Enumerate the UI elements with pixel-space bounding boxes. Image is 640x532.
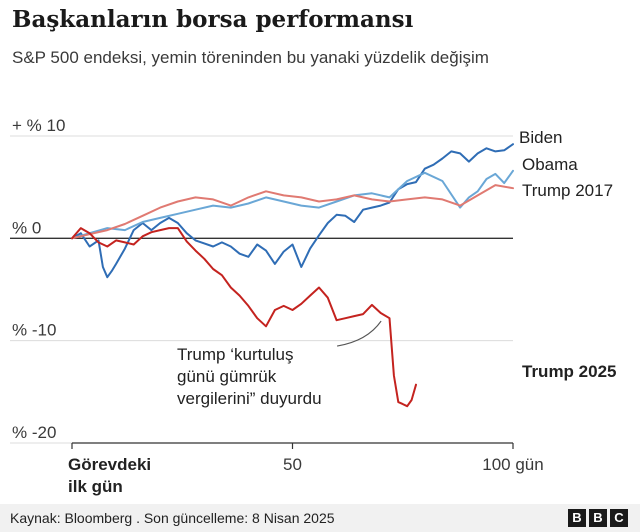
chart-title: Başkanların borsa performansı <box>12 6 414 33</box>
chart-subtitle: S&P 500 endeksi, yemin töreninden bu yan… <box>12 48 489 67</box>
x-tick-label: 50 <box>283 455 302 474</box>
series-label: Trump 2017 <box>522 181 613 200</box>
x-tick-label: 100 gün <box>482 455 543 474</box>
x-tick-label: Görevdeki <box>68 455 151 474</box>
series-label: Trump 2025 <box>522 362 617 381</box>
bbc-logo-letter: B <box>568 509 586 527</box>
y-tick-label: % -20 <box>12 423 56 442</box>
series-label: Obama <box>522 155 578 174</box>
annotation-text: günü gümrük <box>177 367 277 386</box>
footer-bar: Kaynak: Bloomberg . Son güncelleme: 8 Ni… <box>0 504 640 532</box>
annotation-text: vergilerini” duyurdu <box>177 389 322 408</box>
source-note: Kaynak: Bloomberg . Son güncelleme: 8 Ni… <box>10 510 335 526</box>
annotation-leader <box>337 320 382 347</box>
x-tick-label: ilk gün <box>68 477 123 496</box>
series-line <box>71 169 514 240</box>
series-line <box>71 227 417 408</box>
y-tick-label: % 0 <box>12 218 41 237</box>
series-line <box>71 143 514 279</box>
bbc-logo-letter: B <box>589 509 607 527</box>
line-chart: + % 10 % 0 % -10 % -20 Görevdeki ilk gün 50 100… <box>10 116 617 496</box>
annotation-text: Trump ‘kurtuluş <box>177 345 294 364</box>
series-line <box>71 184 514 240</box>
y-tick-label: + % 10 <box>12 116 65 135</box>
y-tick-label: % -10 <box>12 321 56 340</box>
bbc-logo: B B C <box>568 509 628 527</box>
bbc-logo-letter: C <box>610 509 628 527</box>
series-label: Biden <box>519 128 562 147</box>
